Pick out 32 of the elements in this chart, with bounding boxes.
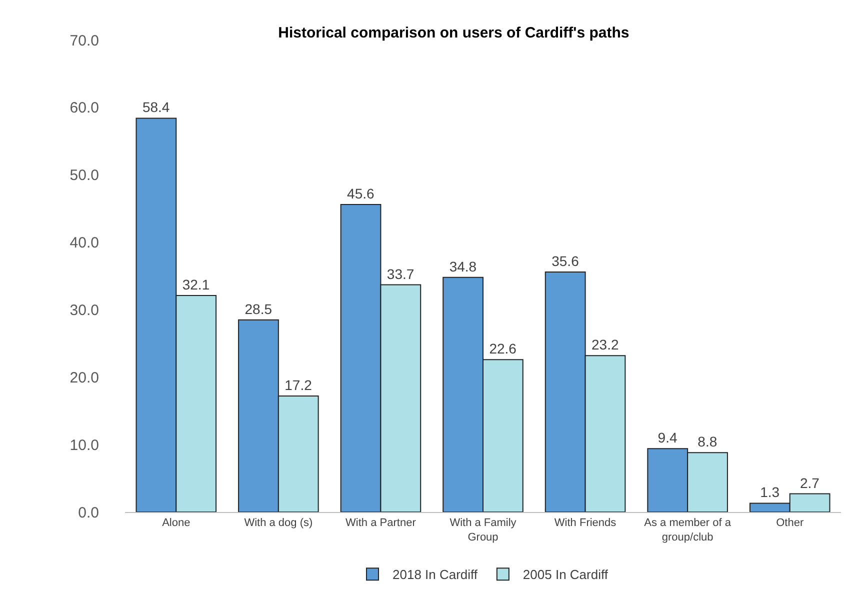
data-label: 8.8 <box>698 434 718 450</box>
x-tick-label: As a member of a group/club <box>644 517 732 544</box>
data-label: 22.6 <box>489 340 517 357</box>
data-label: 17.2 <box>284 377 312 394</box>
x-tick-label: With a Family Group <box>450 517 517 544</box>
chart-title: Historical comparison on users of Cardiff's paths <box>278 24 630 42</box>
data-label: 58.4 <box>142 99 170 116</box>
data-label: 2.7 <box>800 474 820 491</box>
data-label: 45.6 <box>347 186 374 202</box>
y-tick-label: 10.0 <box>70 436 99 454</box>
x-tick-label: Alone <box>162 517 190 530</box>
data-label: 9.4 <box>658 430 678 446</box>
legend-label: 2018 In Cardiff <box>392 567 478 582</box>
data-label: 28.5 <box>244 300 272 317</box>
legend-label: 2005 In Cardiff <box>522 567 608 582</box>
data-label: 35.6 <box>552 252 580 269</box>
x-tick-label: With a dog (s) <box>244 517 313 530</box>
data-label: 23.2 <box>592 336 619 353</box>
y-tick-label: 0.0 <box>78 504 99 522</box>
data-label: 1.3 <box>760 484 780 500</box>
y-tick-label: 40.0 <box>70 234 99 252</box>
y-tick-label: 70.0 <box>70 32 99 50</box>
x-tick-label: Other <box>776 517 804 530</box>
data-label: 34.8 <box>449 258 477 274</box>
y-tick-label: 50.0 <box>70 167 99 184</box>
y-tick-label: 30.0 <box>70 302 99 319</box>
data-label: 33.7 <box>386 266 414 282</box>
y-tick-label: 20.0 <box>70 369 99 386</box>
y-tick-label: 60.0 <box>70 100 99 117</box>
data-label: 32.1 <box>182 276 210 293</box>
x-tick-label: With Friends <box>554 517 617 530</box>
x-tick-label: With a Partner <box>346 517 416 530</box>
